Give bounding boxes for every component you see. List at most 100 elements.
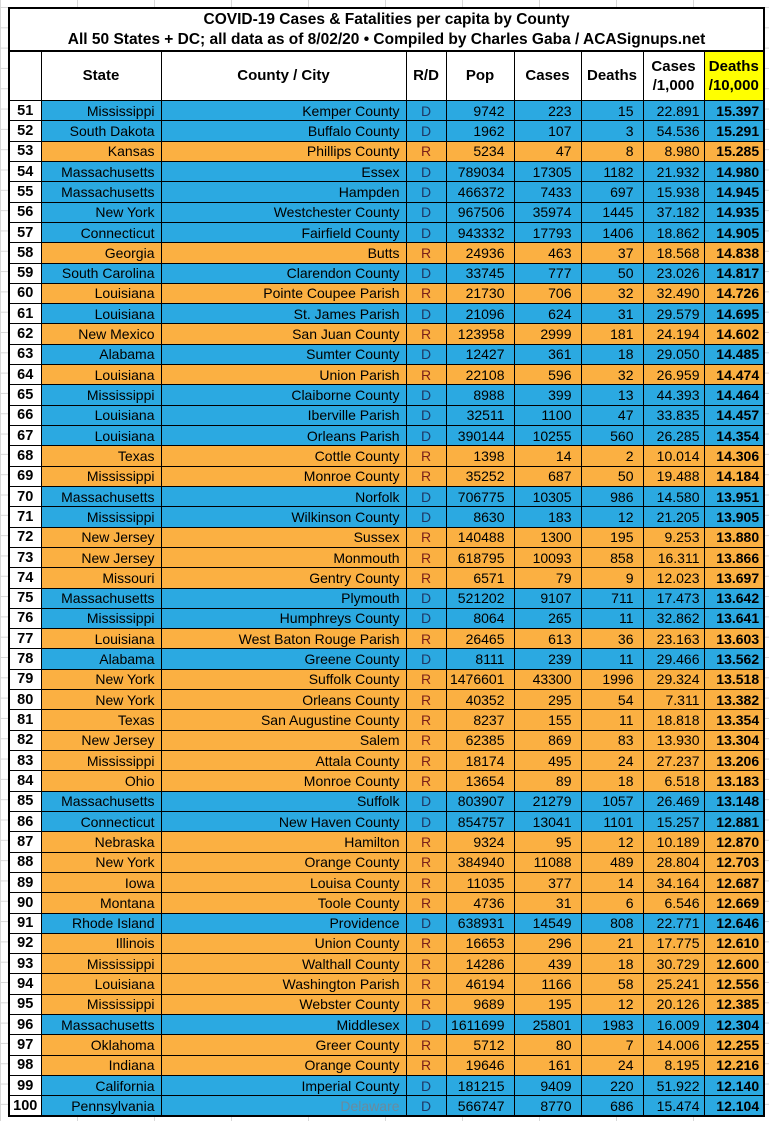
cell-party[interactable]: R — [405, 851, 447, 873]
cell-rank[interactable]: 82 — [8, 729, 42, 752]
cell-deaths-per-10000[interactable]: 14.474 — [703, 364, 765, 386]
cell-rank[interactable]: 71 — [8, 506, 42, 528]
cell-county[interactable]: San Augustine County — [160, 709, 407, 731]
cell-deaths[interactable]: 711 — [580, 587, 644, 609]
cell-deaths-per-10000[interactable]: 14.905 — [703, 221, 765, 244]
cell-county[interactable]: Walthall County — [160, 953, 407, 975]
cell-population[interactable]: 33745 — [445, 262, 515, 284]
cell-state[interactable]: Louisiana — [40, 404, 162, 427]
cell-state[interactable]: Rhode Island — [40, 912, 162, 934]
cell-deaths[interactable]: 18 — [580, 770, 644, 792]
cell-cases[interactable]: 10255 — [513, 424, 582, 447]
cell-rank[interactable]: 53 — [8, 140, 42, 162]
cell-rank[interactable]: 76 — [8, 607, 42, 630]
cell-cases[interactable]: 80 — [513, 1034, 582, 1056]
cell-rank[interactable]: 69 — [8, 465, 42, 487]
cell-cases-per-1000[interactable]: 10.014 — [642, 445, 705, 467]
cell-deaths[interactable]: 697 — [580, 181, 644, 203]
cell-county[interactable]: Greer County — [160, 1034, 407, 1056]
cell-deaths[interactable]: 11 — [580, 709, 644, 731]
cell-rank[interactable]: 97 — [8, 1034, 42, 1056]
cell-county[interactable]: Suffolk — [160, 790, 407, 812]
cell-population[interactable]: 5712 — [445, 1034, 515, 1056]
cell-state[interactable]: South Dakota — [40, 120, 162, 142]
cell-state[interactable]: Pennsylvania — [40, 1095, 162, 1117]
cell-deaths-per-10000[interactable]: 13.206 — [703, 749, 765, 772]
cell-state[interactable]: California — [40, 1074, 162, 1097]
cell-rank[interactable]: 88 — [8, 851, 42, 873]
cell-party[interactable]: R — [405, 749, 447, 772]
cell-deaths-per-10000[interactable]: 12.669 — [703, 892, 765, 914]
cell-deaths[interactable]: 1101 — [580, 810, 644, 833]
cell-population[interactable]: 789034 — [445, 160, 515, 183]
cell-deaths-per-10000[interactable]: 14.935 — [703, 201, 765, 223]
cell-population[interactable]: 4736 — [445, 892, 515, 914]
cell-deaths[interactable]: 31 — [580, 303, 644, 325]
cell-cases-per-1000[interactable]: 15.938 — [642, 181, 705, 203]
cell-cases[interactable]: 14 — [513, 445, 582, 467]
cell-deaths[interactable]: 37 — [580, 242, 644, 264]
cell-state[interactable]: Massachusetts — [40, 485, 162, 508]
cell-cases[interactable]: 495 — [513, 749, 582, 772]
cell-state[interactable]: New York — [40, 851, 162, 873]
cell-rank[interactable]: 65 — [8, 384, 42, 406]
cell-state[interactable]: Mississippi — [40, 993, 162, 1016]
cell-population[interactable]: 6571 — [445, 567, 515, 589]
cell-state[interactable]: Ohio — [40, 770, 162, 792]
cell-county[interactable]: Humphreys County — [160, 607, 407, 630]
cell-county[interactable]: Washington Parish — [160, 973, 407, 995]
cell-rank[interactable]: 96 — [8, 1014, 42, 1036]
cell-rank[interactable]: 70 — [8, 485, 42, 508]
cell-cases[interactable]: 613 — [513, 628, 582, 650]
cell-deaths-per-10000[interactable]: 13.382 — [703, 689, 765, 711]
cell-deaths-per-10000[interactable]: 15.397 — [703, 99, 765, 122]
cell-cases-per-1000[interactable]: 19.488 — [642, 465, 705, 487]
cell-deaths-per-10000[interactable]: 13.866 — [703, 546, 765, 569]
cell-deaths[interactable]: 1182 — [580, 160, 644, 183]
cell-cases-per-1000[interactable]: 18.862 — [642, 221, 705, 244]
cell-cases[interactable]: 17793 — [513, 221, 582, 244]
cell-county[interactable]: Salem — [160, 729, 407, 752]
cell-county[interactable]: Monroe County — [160, 465, 407, 487]
cell-cases[interactable]: 869 — [513, 729, 582, 752]
cell-county[interactable]: Plymouth — [160, 587, 407, 609]
cell-state[interactable]: Mississippi — [40, 749, 162, 772]
cell-population[interactable]: 46194 — [445, 973, 515, 995]
cell-population[interactable]: 32511 — [445, 404, 515, 427]
cell-cases[interactable]: 161 — [513, 1054, 582, 1077]
cell-deaths[interactable]: 13 — [580, 384, 644, 406]
cell-rank[interactable]: 64 — [8, 364, 42, 386]
cell-deaths-per-10000[interactable]: 13.148 — [703, 790, 765, 812]
cell-cases-per-1000[interactable]: 44.393 — [642, 384, 705, 406]
cell-deaths-per-10000[interactable]: 13.603 — [703, 628, 765, 650]
cell-rank[interactable]: 85 — [8, 790, 42, 812]
cell-cases-per-1000[interactable]: 14.006 — [642, 1034, 705, 1056]
cell-deaths[interactable]: 2 — [580, 445, 644, 467]
cell-population[interactable]: 26465 — [445, 628, 515, 650]
cell-deaths-per-10000[interactable]: 13.880 — [703, 526, 765, 548]
cell-cases-per-1000[interactable]: 16.311 — [642, 546, 705, 569]
cell-state[interactable]: Mississippi — [40, 607, 162, 630]
cell-deaths[interactable]: 1983 — [580, 1014, 644, 1036]
cell-cases-per-1000[interactable]: 29.579 — [642, 303, 705, 325]
cell-population[interactable]: 13654 — [445, 770, 515, 792]
cell-deaths-per-10000[interactable]: 14.980 — [703, 160, 765, 183]
cell-deaths[interactable]: 8 — [580, 140, 644, 162]
column-header-county[interactable]: County / City — [160, 50, 407, 101]
cell-party[interactable]: R — [405, 465, 447, 487]
cell-cases[interactable]: 25801 — [513, 1014, 582, 1036]
cell-cases-per-1000[interactable]: 8.195 — [642, 1054, 705, 1077]
cell-cases[interactable]: 95 — [513, 831, 582, 853]
cell-cases-per-1000[interactable]: 54.536 — [642, 120, 705, 142]
cell-county[interactable]: Louisa County — [160, 871, 407, 894]
cell-rank[interactable]: 55 — [8, 181, 42, 203]
cell-population[interactable]: 16653 — [445, 932, 515, 955]
cell-population[interactable]: 9324 — [445, 831, 515, 853]
cell-party[interactable]: R — [405, 668, 447, 691]
cell-deaths[interactable]: 11 — [580, 648, 644, 670]
cell-county[interactable]: Iberville Parish — [160, 404, 407, 427]
cell-county[interactable]: Norfolk — [160, 485, 407, 508]
cell-rank[interactable]: 79 — [8, 668, 42, 691]
cell-county[interactable]: Delaware — [160, 1095, 407, 1117]
cell-county[interactable]: Union County — [160, 932, 407, 955]
